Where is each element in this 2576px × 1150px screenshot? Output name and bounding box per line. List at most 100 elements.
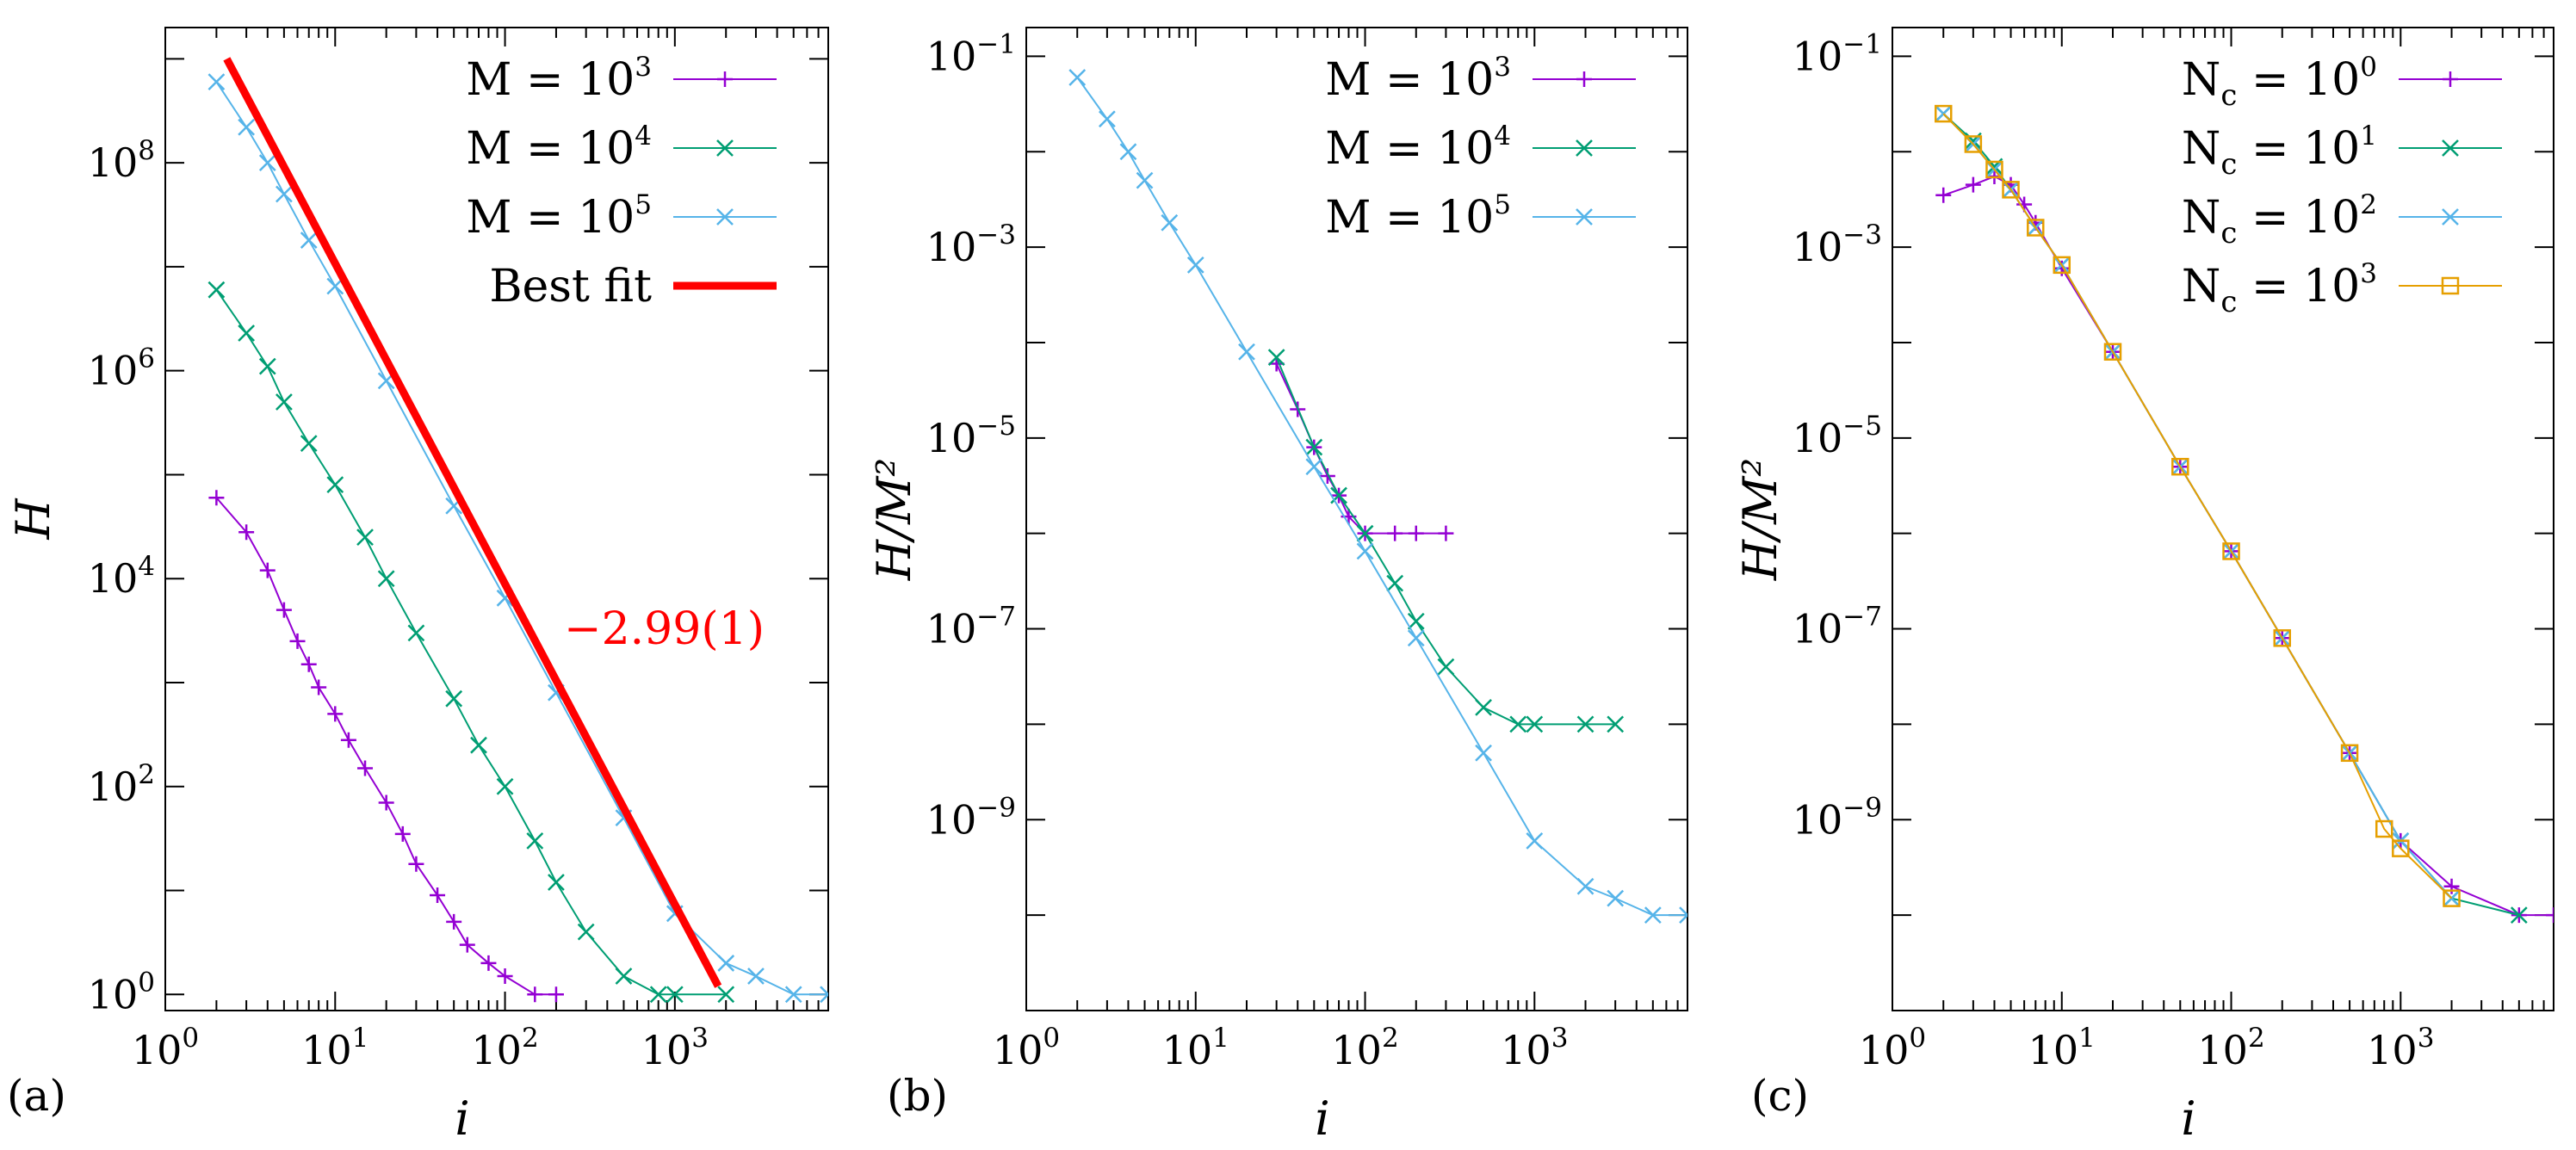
data-point xyxy=(408,856,424,872)
x-tick-label: 101 xyxy=(301,1023,368,1073)
panel-label: (a) xyxy=(7,1071,66,1121)
slope-annotation: −2.99(1) xyxy=(564,603,765,655)
data-point xyxy=(1387,525,1403,541)
series-line xyxy=(1275,363,1446,535)
legend-label: M = 105 xyxy=(1325,189,1511,244)
data-point xyxy=(1305,438,1323,456)
panel-b: 100 101 102 103 10−9 10−7 10−5 10−3 10−1 i H/M² (b)… xyxy=(867,27,1688,1146)
data-point xyxy=(1136,171,1154,189)
data-point xyxy=(496,777,514,795)
data-layer xyxy=(207,57,828,1004)
data-point xyxy=(1526,832,1544,850)
data-point xyxy=(1238,343,1255,361)
legend-label: M = 104 xyxy=(466,121,652,175)
x-tick-label: 103 xyxy=(641,1023,709,1073)
data-point xyxy=(276,602,292,618)
data-point xyxy=(208,490,225,506)
legend-marker xyxy=(1576,139,1593,157)
data-point xyxy=(1356,524,1374,542)
data-point xyxy=(327,706,344,722)
data-point xyxy=(2443,889,2461,907)
y-tick-label: 10−7 xyxy=(1793,602,1882,652)
data-point xyxy=(238,118,256,136)
data-point xyxy=(1934,104,1953,123)
panel-label: (b) xyxy=(887,1071,948,1121)
data-point xyxy=(238,524,255,541)
legend-marker xyxy=(716,208,734,226)
legend-label: Nc = 102 xyxy=(2182,189,2377,250)
data-point xyxy=(326,476,344,494)
data-point xyxy=(276,185,293,203)
data-point xyxy=(300,435,318,452)
data-point xyxy=(784,986,802,1004)
y-axis-label: H xyxy=(6,498,60,541)
legend-marker xyxy=(2442,139,2459,157)
x-axis-label: i xyxy=(2181,1091,2195,1146)
series-line xyxy=(1076,77,1687,917)
x-tick-label: 103 xyxy=(1501,1023,1568,1073)
x-axis-label: i xyxy=(1315,1091,1329,1146)
panel-a: 100 101 102 103 100 102 104 106 108 i H (a) −2.99(1)… xyxy=(6,27,829,1146)
series-line xyxy=(1942,113,2453,900)
data-point xyxy=(238,325,256,342)
x-tick-label: 100 xyxy=(993,1023,1060,1073)
data-point xyxy=(1098,110,1116,128)
data-point xyxy=(747,968,765,985)
data-point xyxy=(1475,699,1492,716)
data-point xyxy=(258,357,276,375)
data-point xyxy=(497,968,513,985)
data-point xyxy=(2510,906,2528,924)
data-point xyxy=(2222,542,2240,560)
data-point xyxy=(1576,877,1595,895)
data-point xyxy=(1186,256,1204,274)
legend-marker xyxy=(2442,208,2459,226)
data-point xyxy=(615,968,633,985)
data-point xyxy=(1935,187,1952,203)
data-point xyxy=(1119,143,1137,161)
data-point xyxy=(459,937,475,953)
data-point xyxy=(1509,715,1527,733)
data-point xyxy=(1475,744,1492,762)
panel-label: (c) xyxy=(1751,1071,1809,1121)
data-point xyxy=(2027,219,2045,237)
y-tick-label: 10−5 xyxy=(926,411,1016,461)
data-point xyxy=(1965,176,1981,193)
data-point xyxy=(445,689,463,708)
y-tick-label: 108 xyxy=(88,135,155,186)
y-tick-label: 10−5 xyxy=(1793,411,1882,461)
legend-label: M = 104 xyxy=(1325,121,1511,175)
legend-marker xyxy=(2443,71,2458,87)
y-tick-label: 100 xyxy=(88,967,155,1017)
series-line xyxy=(223,57,722,988)
data-point xyxy=(1964,135,1983,153)
data-point xyxy=(1319,467,1335,484)
data-point xyxy=(666,986,684,1004)
data-point xyxy=(548,986,564,1003)
y-tick-label: 10−9 xyxy=(926,792,1016,843)
data-point xyxy=(1356,542,1374,560)
data-layer xyxy=(1934,104,2554,924)
y-tick-label: 10−3 xyxy=(1793,219,1882,270)
data-point xyxy=(526,832,544,850)
data-point xyxy=(394,825,411,842)
data-point xyxy=(1161,213,1179,232)
x-tick-label: 102 xyxy=(471,1023,538,1073)
data-point xyxy=(1068,69,1087,86)
data-point xyxy=(311,679,327,696)
legend-marker xyxy=(716,139,734,157)
legend-label: Best fit xyxy=(489,261,652,312)
y-axis-label: H/M² xyxy=(1733,458,1787,581)
data-point xyxy=(470,736,487,754)
data-point xyxy=(717,986,735,1004)
y-tick-label: 10−9 xyxy=(1793,792,1882,843)
data-point xyxy=(1305,458,1323,476)
legend-label: M = 103 xyxy=(1325,52,1511,106)
data-point xyxy=(340,732,356,748)
legend-marker xyxy=(2441,276,2460,295)
legend-label: M = 105 xyxy=(466,189,652,244)
data-point xyxy=(2103,343,2122,361)
data-point xyxy=(1985,160,2003,179)
x-tick-label: 102 xyxy=(2197,1023,2264,1073)
data-point xyxy=(527,986,543,1003)
legend-marker xyxy=(1576,208,1593,226)
